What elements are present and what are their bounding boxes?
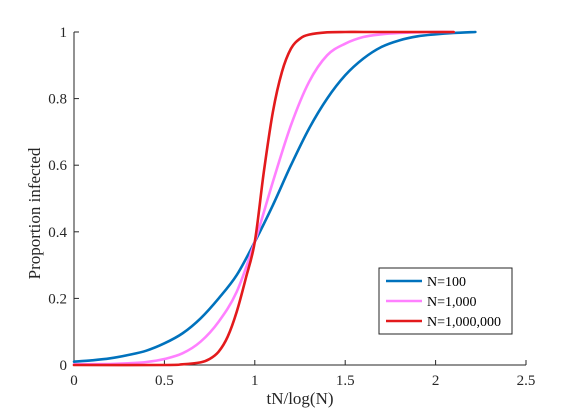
x-tick-label: 0	[70, 373, 78, 389]
y-tick-label: 0	[60, 358, 68, 374]
tick-marks	[73, 31, 527, 366]
series-line-n-1-000-000	[72, 30, 455, 367]
legend-label: N=1,000,000	[427, 315, 501, 330]
y-axis-label: Proportion infected	[25, 147, 44, 279]
x-tick-label: 1	[251, 373, 259, 389]
x-axis-label: tN/log(N)	[266, 389, 333, 408]
legend: N=100 N=1,000 N=1,000,000	[378, 267, 513, 335]
y-tick-labels: 0 0.2 0.4 0.6 0.8 1	[48, 25, 67, 374]
y-tick-label: 0.4	[48, 225, 67, 241]
series-line-n-100	[72, 30, 477, 363]
y-tick-label: 0.2	[48, 291, 67, 307]
legend-label: N=1,000	[427, 295, 477, 310]
x-tick-label: 2	[432, 373, 440, 389]
x-tick-label: 0.5	[155, 373, 174, 389]
y-tick-label: 0.6	[48, 158, 67, 174]
x-tick-label: 1.5	[336, 373, 355, 389]
x-tick-labels: 0 0.5 1 1.5 2 2.5	[70, 373, 535, 389]
legend-label: N=100	[427, 275, 466, 290]
y-tick-label: 1	[60, 25, 68, 41]
y-tick-label: 0.8	[48, 92, 67, 108]
series-line-n-1-000	[72, 30, 455, 366]
series-lines	[72, 30, 477, 367]
x-tick-label: 2.5	[517, 373, 536, 389]
